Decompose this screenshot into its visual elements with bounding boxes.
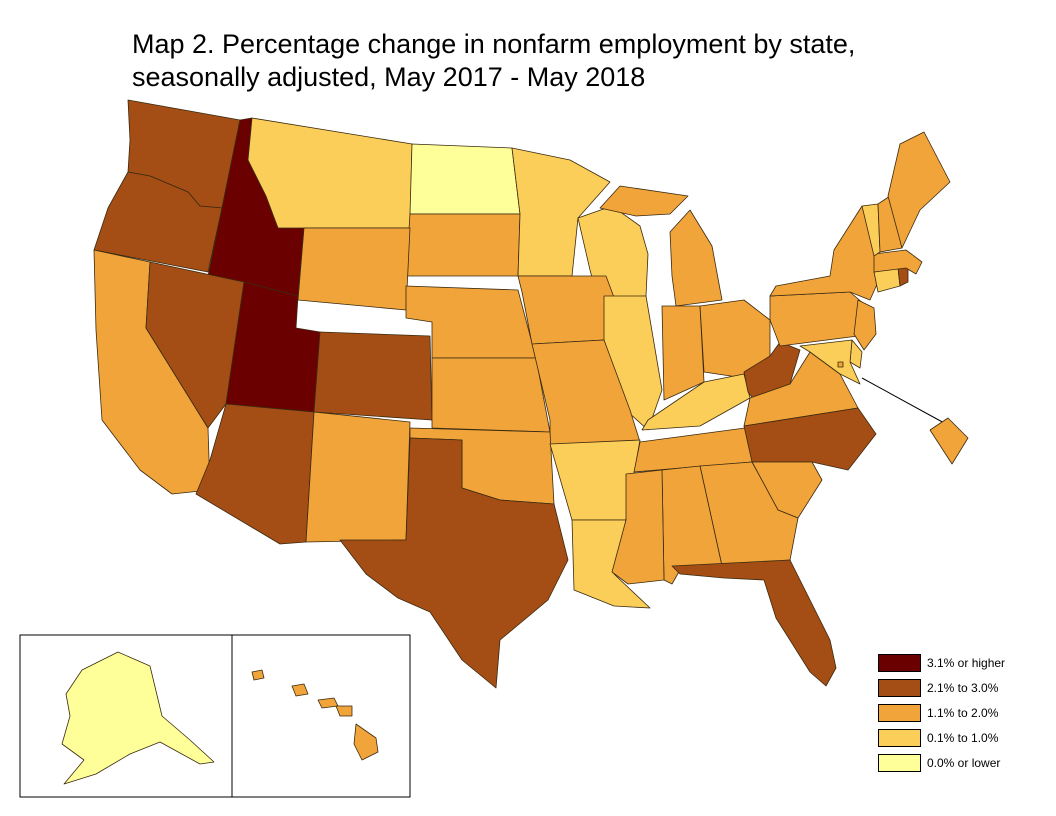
state-ny[interactable] (769, 205, 879, 301)
legend-label: 0.0% or lower (927, 756, 1001, 770)
state-me[interactable] (887, 131, 951, 249)
state-md[interactable] (799, 339, 861, 385)
dc-inset[interactable] (929, 417, 969, 465)
title-line-2: seasonally adjusted, May 2017 - May 2018 (132, 62, 646, 92)
state-nj[interactable] (853, 299, 877, 351)
state-az[interactable] (195, 403, 315, 545)
legend-item: 2.1% to 3.0% (878, 678, 1005, 698)
state-nv[interactable] (145, 261, 245, 429)
state-tx[interactable] (339, 437, 569, 689)
state-hi[interactable] (251, 669, 379, 761)
legend-item: 0.0% or lower (878, 753, 1005, 773)
title-line-1: Map 2. Percentage change in nonfarm empl… (132, 29, 856, 59)
dc-pointer-line (861, 377, 947, 425)
legend-label: 2.1% to 3.0% (927, 681, 999, 695)
state-nd[interactable] (409, 143, 521, 215)
legend-item: 1.1% to 2.0% (878, 703, 1005, 723)
state-dc[interactable] (837, 361, 844, 368)
state-nm[interactable] (305, 411, 411, 543)
state-sd[interactable] (405, 213, 521, 277)
state-ri[interactable] (897, 267, 909, 287)
state-ia[interactable] (517, 275, 619, 345)
state-wy[interactable] (297, 227, 411, 311)
state-fl[interactable] (671, 559, 837, 687)
hawaii-inset-frame (231, 634, 411, 798)
state-ma[interactable] (873, 249, 923, 275)
legend-item: 3.1% or higher (878, 653, 1005, 673)
state-mn[interactable] (511, 147, 611, 277)
legend-label: 1.1% to 2.0% (927, 706, 999, 720)
legend-swatch (878, 654, 921, 672)
legend: 3.1% or higher 2.1% to 3.0% 1.1% to 2.0%… (878, 653, 1005, 778)
legend-swatch (878, 704, 921, 722)
legend-swatch (878, 754, 921, 772)
legend-label: 3.1% or higher (927, 656, 1006, 670)
state-mt[interactable] (247, 117, 413, 229)
state-ak[interactable] (61, 651, 215, 785)
state-ks[interactable] (431, 357, 551, 433)
state-pa[interactable] (769, 291, 865, 347)
legend-item: 0.1% to 1.0% (878, 728, 1005, 748)
legend-swatch (878, 729, 921, 747)
map-title: Map 2. Percentage change in nonfarm empl… (132, 28, 855, 94)
legend-swatch (878, 679, 921, 697)
state-mi[interactable] (599, 185, 723, 307)
legend-label: 0.1% to 1.0% (927, 731, 999, 745)
state-ms[interactable] (611, 469, 665, 585)
state-wv[interactable] (743, 341, 801, 409)
state-co[interactable] (313, 331, 433, 421)
